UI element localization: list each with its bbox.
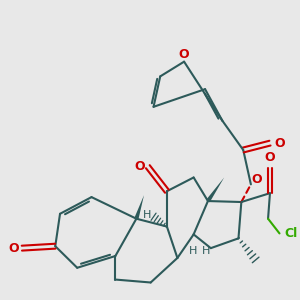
Text: O: O [265,152,275,164]
Text: O: O [179,48,189,61]
Text: Cl: Cl [284,227,298,240]
Polygon shape [206,178,224,202]
Text: O: O [8,242,19,255]
Text: H: H [143,210,151,220]
Text: O: O [134,160,145,173]
Polygon shape [134,195,144,219]
Text: H: H [202,246,210,256]
Text: H: H [188,246,197,256]
Text: O: O [251,173,262,186]
Text: O: O [274,136,285,150]
